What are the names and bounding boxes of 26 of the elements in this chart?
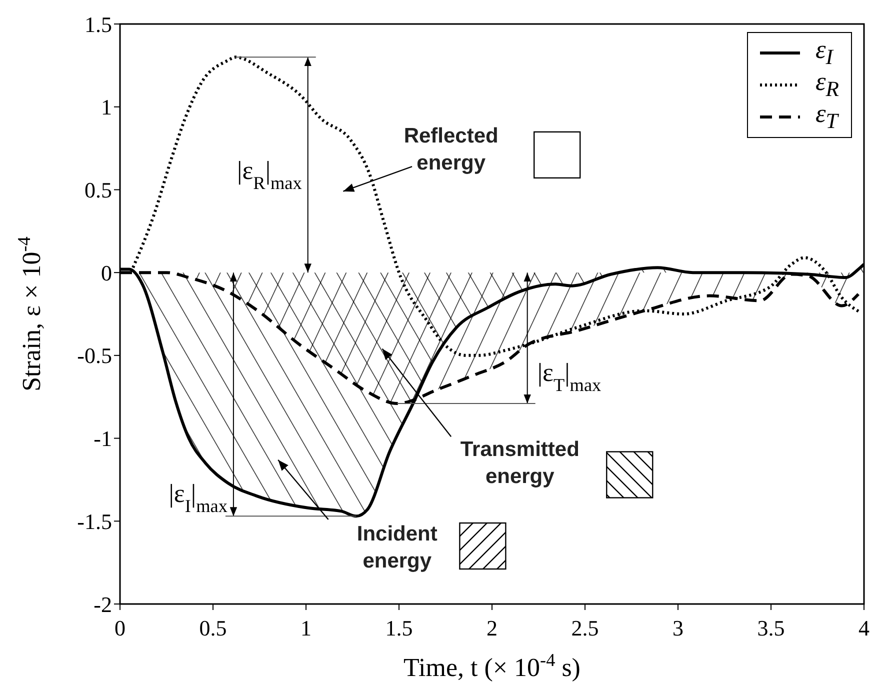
x-tick-label: 1 — [300, 616, 312, 641]
annotation: Transmitted energy — [460, 438, 580, 488]
y-tick-label: -1 — [94, 426, 112, 452]
annotation: |ε$_{T}$|$_{max}$ — [537, 358, 602, 395]
annotation: Incident energy — [356, 522, 438, 572]
annotation: Reflected energy — [404, 124, 498, 175]
legend-label: ε$_{I}$ — [816, 35, 833, 70]
y-tick-label: 1 — [101, 94, 112, 120]
y-tick-label: 1.5 — [84, 12, 112, 37]
y-tick-label: -2 — [94, 592, 112, 617]
x-tick-label: 3 — [672, 616, 684, 641]
annotation: |ε$_{I}$|$_{max}$ — [168, 478, 228, 516]
x-tick-label: 0.5 — [199, 616, 227, 641]
y-tick-label: 0 — [101, 260, 112, 286]
x-tick-label: 2.5 — [571, 616, 599, 641]
annotation: |ε$_{R}$|$_{max}$ — [237, 156, 302, 193]
y-tick-label: 0.5 — [84, 178, 112, 203]
legend-label: ε$_{R}$ — [816, 67, 839, 102]
y-tick-label: -0.5 — [77, 343, 112, 368]
x-tick-label: 1.5 — [385, 616, 413, 641]
x-axis-title: Time, t (× 10$^{-4}$ s) — [404, 650, 580, 682]
x-tick-label: 2 — [486, 616, 498, 641]
x-tick-label: 4 — [858, 616, 870, 641]
x-tick-label: 3.5 — [757, 616, 785, 641]
y-tick-label: -1.5 — [77, 508, 112, 534]
legend-label: ε$_{T}$ — [816, 99, 838, 135]
